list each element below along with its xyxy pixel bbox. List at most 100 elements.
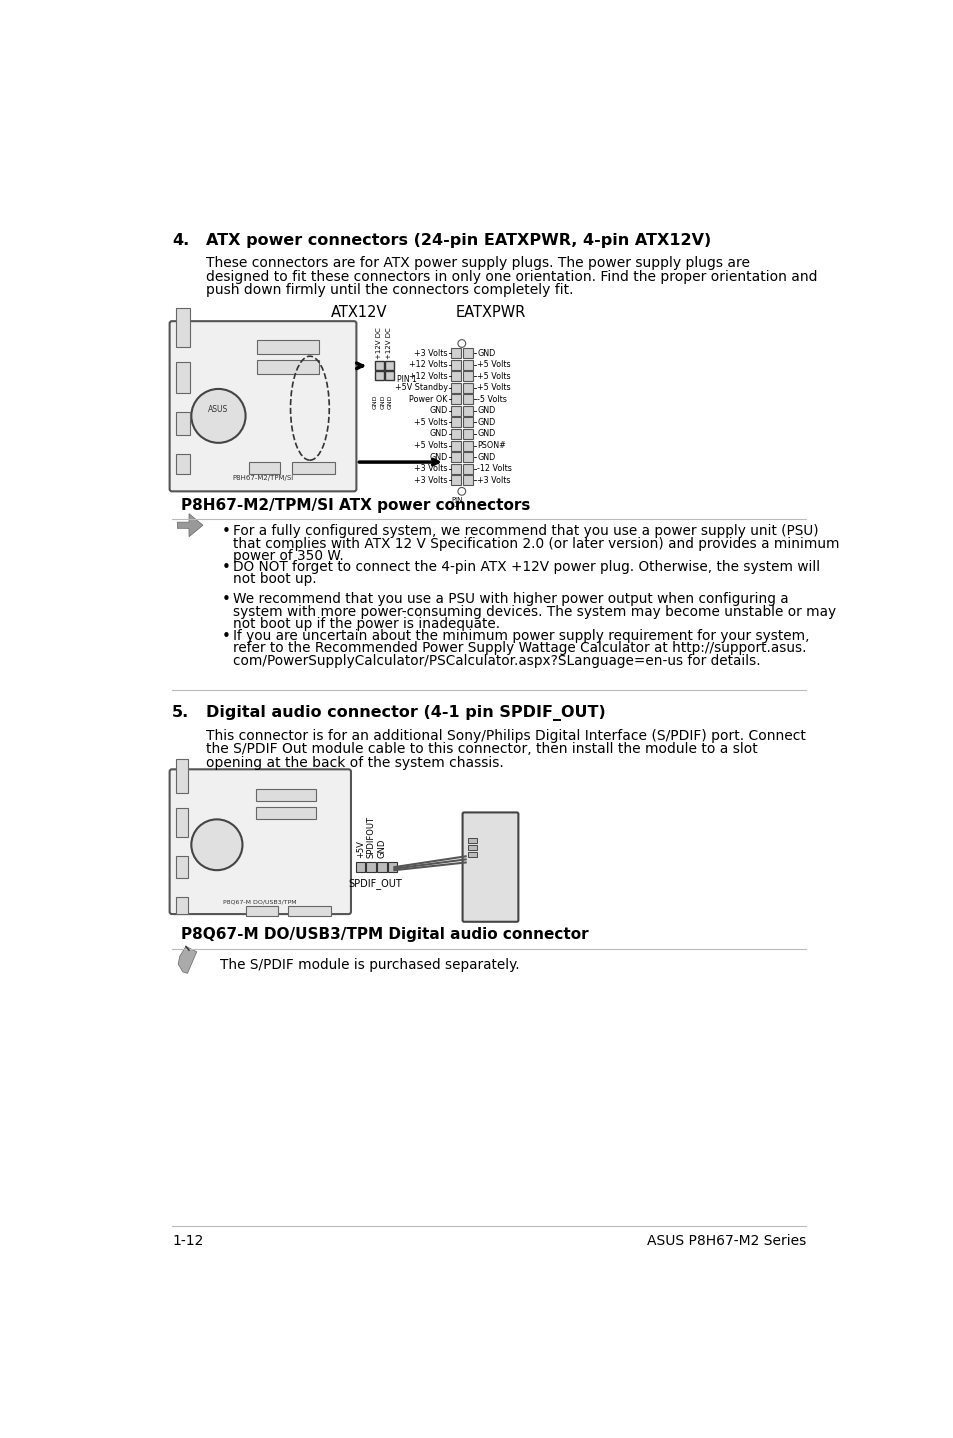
Text: GND: GND <box>429 407 447 416</box>
Text: power of 350 W.: power of 350 W. <box>233 549 344 564</box>
Bar <box>451 371 460 381</box>
Text: GND: GND <box>476 453 495 462</box>
Text: opening at the back of the system chassis.: opening at the back of the system chassi… <box>206 756 503 771</box>
Text: +5 Volts: +5 Volts <box>476 384 511 393</box>
Bar <box>451 360 460 370</box>
Bar <box>462 371 472 381</box>
Text: PSON#: PSON# <box>476 441 506 450</box>
Bar <box>451 348 460 358</box>
Text: Digital audio connector (4-1 pin SPDIF_OUT): Digital audio connector (4-1 pin SPDIF_O… <box>206 706 605 722</box>
Bar <box>257 360 319 374</box>
Text: +12 Volts: +12 Volts <box>409 372 447 381</box>
Bar <box>451 383 460 393</box>
FancyBboxPatch shape <box>462 812 517 922</box>
Bar <box>175 413 190 436</box>
Bar <box>451 394 460 404</box>
Text: +3 Volts: +3 Volts <box>476 476 510 485</box>
Circle shape <box>457 487 465 495</box>
Text: The S/PDIF module is purchased separately.: The S/PDIF module is purchased separatel… <box>220 958 519 972</box>
Text: •: • <box>221 559 231 575</box>
Text: •: • <box>221 630 231 644</box>
Text: +5 Volts: +5 Volts <box>476 360 511 370</box>
Text: -5 Volts: -5 Volts <box>476 395 507 404</box>
Bar <box>375 361 383 370</box>
Bar <box>451 417 460 427</box>
Text: We recommend that you use a PSU with higher power output when configuring a: We recommend that you use a PSU with hig… <box>233 592 788 607</box>
Text: P8Q67-M DO/USB3/TPM: P8Q67-M DO/USB3/TPM <box>223 899 296 905</box>
Circle shape <box>457 339 465 348</box>
FancyBboxPatch shape <box>170 769 351 915</box>
Bar <box>375 371 383 380</box>
Bar <box>175 454 190 473</box>
Bar <box>468 844 476 850</box>
Bar <box>257 341 319 354</box>
Text: P8H67-M2/TPM/SI: P8H67-M2/TPM/SI <box>233 476 294 482</box>
Bar <box>468 851 476 857</box>
Text: not boot up.: not boot up. <box>233 572 316 587</box>
Text: If you are uncertain about the minimum power supply requirement for your system,: If you are uncertain about the minimum p… <box>233 630 809 643</box>
Bar <box>249 462 280 473</box>
Circle shape <box>192 388 245 443</box>
Bar <box>462 452 472 462</box>
Text: GND: GND <box>380 394 385 408</box>
Text: +5 Volts: +5 Volts <box>414 418 447 427</box>
Text: EATXPWR: EATXPWR <box>456 305 526 321</box>
Polygon shape <box>178 946 196 974</box>
Bar <box>385 361 394 370</box>
Text: +12 Volts: +12 Volts <box>409 360 447 370</box>
Bar <box>175 362 190 393</box>
Text: refer to the Recommended Power Supply Wattage Calculator at http://support.asus.: refer to the Recommended Power Supply Wa… <box>233 641 806 656</box>
Text: +3 Volts: +3 Volts <box>414 464 447 473</box>
Bar <box>451 440 460 450</box>
Text: ASUS: ASUS <box>208 406 229 414</box>
Text: Power OK: Power OK <box>409 395 447 404</box>
Bar <box>255 788 315 801</box>
Bar <box>288 906 331 916</box>
Text: ATX power connectors (24-pin EATXPWR, 4-pin ATX12V): ATX power connectors (24-pin EATXPWR, 4-… <box>206 233 711 247</box>
Text: ASUS P8H67-M2 Series: ASUS P8H67-M2 Series <box>646 1234 805 1248</box>
Bar <box>451 406 460 416</box>
Text: P8H67-M2/TPM/SI ATX power connectors: P8H67-M2/TPM/SI ATX power connectors <box>181 498 530 512</box>
Bar <box>175 897 188 915</box>
Bar <box>462 360 472 370</box>
Text: +12V DC: +12V DC <box>375 328 381 360</box>
Text: GND: GND <box>476 348 495 358</box>
Text: This connector is for an additional Sony/Philips Digital Interface (S/PDIF) port: This connector is for an additional Sony… <box>206 729 805 742</box>
Text: •: • <box>221 592 231 607</box>
Text: DO NOT forget to connect the 4-pin ATX +12V power plug. Otherwise, the system wi: DO NOT forget to connect the 4-pin ATX +… <box>233 559 820 574</box>
Bar <box>451 452 460 462</box>
Text: PIN 1: PIN 1 <box>397 375 416 384</box>
Bar <box>462 475 472 485</box>
Text: +3 Volts: +3 Volts <box>414 348 447 358</box>
Bar <box>451 429 460 439</box>
Bar <box>245 906 278 916</box>
Text: GND: GND <box>429 453 447 462</box>
Text: For a fully configured system, we recommend that you use a power supply unit (PS: For a fully configured system, we recomm… <box>233 525 818 538</box>
Text: the S/PDIF Out module cable to this connector, then install the module to a slot: the S/PDIF Out module cable to this conn… <box>206 742 757 756</box>
Bar <box>292 462 335 473</box>
Bar <box>468 838 476 843</box>
Bar <box>355 863 365 873</box>
Text: system with more power-consuming devices. The system may become unstable or may: system with more power-consuming devices… <box>233 604 836 618</box>
Text: ATX12V: ATX12V <box>331 305 387 321</box>
Text: +12V DC: +12V DC <box>386 328 392 360</box>
Text: These connectors are for ATX power supply plugs. The power supply plugs are: These connectors are for ATX power suppl… <box>206 256 749 270</box>
Text: designed to fit these connectors in only one orientation. Find the proper orient: designed to fit these connectors in only… <box>206 269 817 283</box>
Bar <box>462 348 472 358</box>
Bar <box>451 463 460 473</box>
Text: GND: GND <box>476 418 495 427</box>
Bar <box>462 440 472 450</box>
Text: +5 Volts: +5 Volts <box>476 372 511 381</box>
Text: that complies with ATX 12 V Specification 2.0 (or later version) and provides a : that complies with ATX 12 V Specificatio… <box>233 536 839 551</box>
Text: not boot up if the power is inadequate.: not boot up if the power is inadequate. <box>233 617 499 631</box>
Bar <box>377 863 386 873</box>
Text: GND: GND <box>429 430 447 439</box>
Text: GND: GND <box>388 394 393 408</box>
FancyBboxPatch shape <box>170 321 356 492</box>
Text: GND: GND <box>476 430 495 439</box>
Bar <box>175 856 188 877</box>
Text: 4.: 4. <box>172 233 189 247</box>
Bar <box>366 863 375 873</box>
Text: SPDIFOUT: SPDIFOUT <box>366 815 375 858</box>
Text: SPDIF_OUT: SPDIF_OUT <box>348 877 401 889</box>
